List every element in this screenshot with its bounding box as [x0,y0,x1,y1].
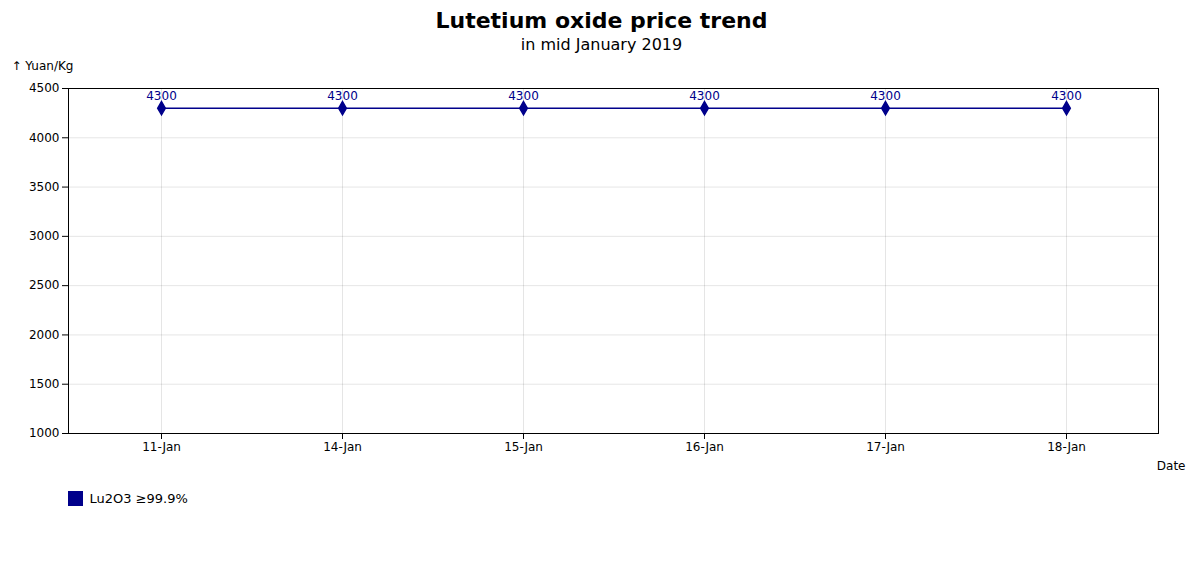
svg-text:1500: 1500 [29,377,60,391]
html-text:Lu2O3 ≥99.9%: Lu2O3 ≥99.9% [89,491,188,506]
svg-text:2500: 2500 [29,278,60,292]
svg-text:4000: 4000 [29,131,60,145]
svg-text:2000: 2000 [29,328,60,342]
svg-text:15-Jan: 15-Jan [504,440,543,454]
svg-text:3500: 3500 [29,180,60,194]
svg-text:4300: 4300 [508,89,539,103]
svg-text:4300: 4300 [146,89,177,103]
svg-text:4500: 4500 [29,81,60,95]
svg-text:1000: 1000 [29,426,60,440]
svg-text:↑ Yuan/Kg: ↑ Yuan/Kg [12,59,74,73]
html-text:in mid January 2019: in mid January 2019 [520,35,683,54]
svg-text:4300: 4300 [1051,89,1082,103]
svg-text:17-Jan: 17-Jan [866,440,905,454]
svg-text:14-Jan: 14-Jan [323,440,362,454]
html-text:Lutetium oxide price trend: Lutetium oxide price trend [435,8,768,33]
svg-text:3000: 3000 [29,229,60,243]
svg-text:4300: 4300 [327,89,358,103]
svg-text:4300: 4300 [870,89,901,103]
svg-text:11-Jan: 11-Jan [142,440,181,454]
svg-text:Date: Date [1157,459,1186,473]
svg-text:18-Jan: 18-Jan [1047,440,1086,454]
svg-text:16-Jan: 16-Jan [685,440,724,454]
svg-text:4300: 4300 [689,89,720,103]
